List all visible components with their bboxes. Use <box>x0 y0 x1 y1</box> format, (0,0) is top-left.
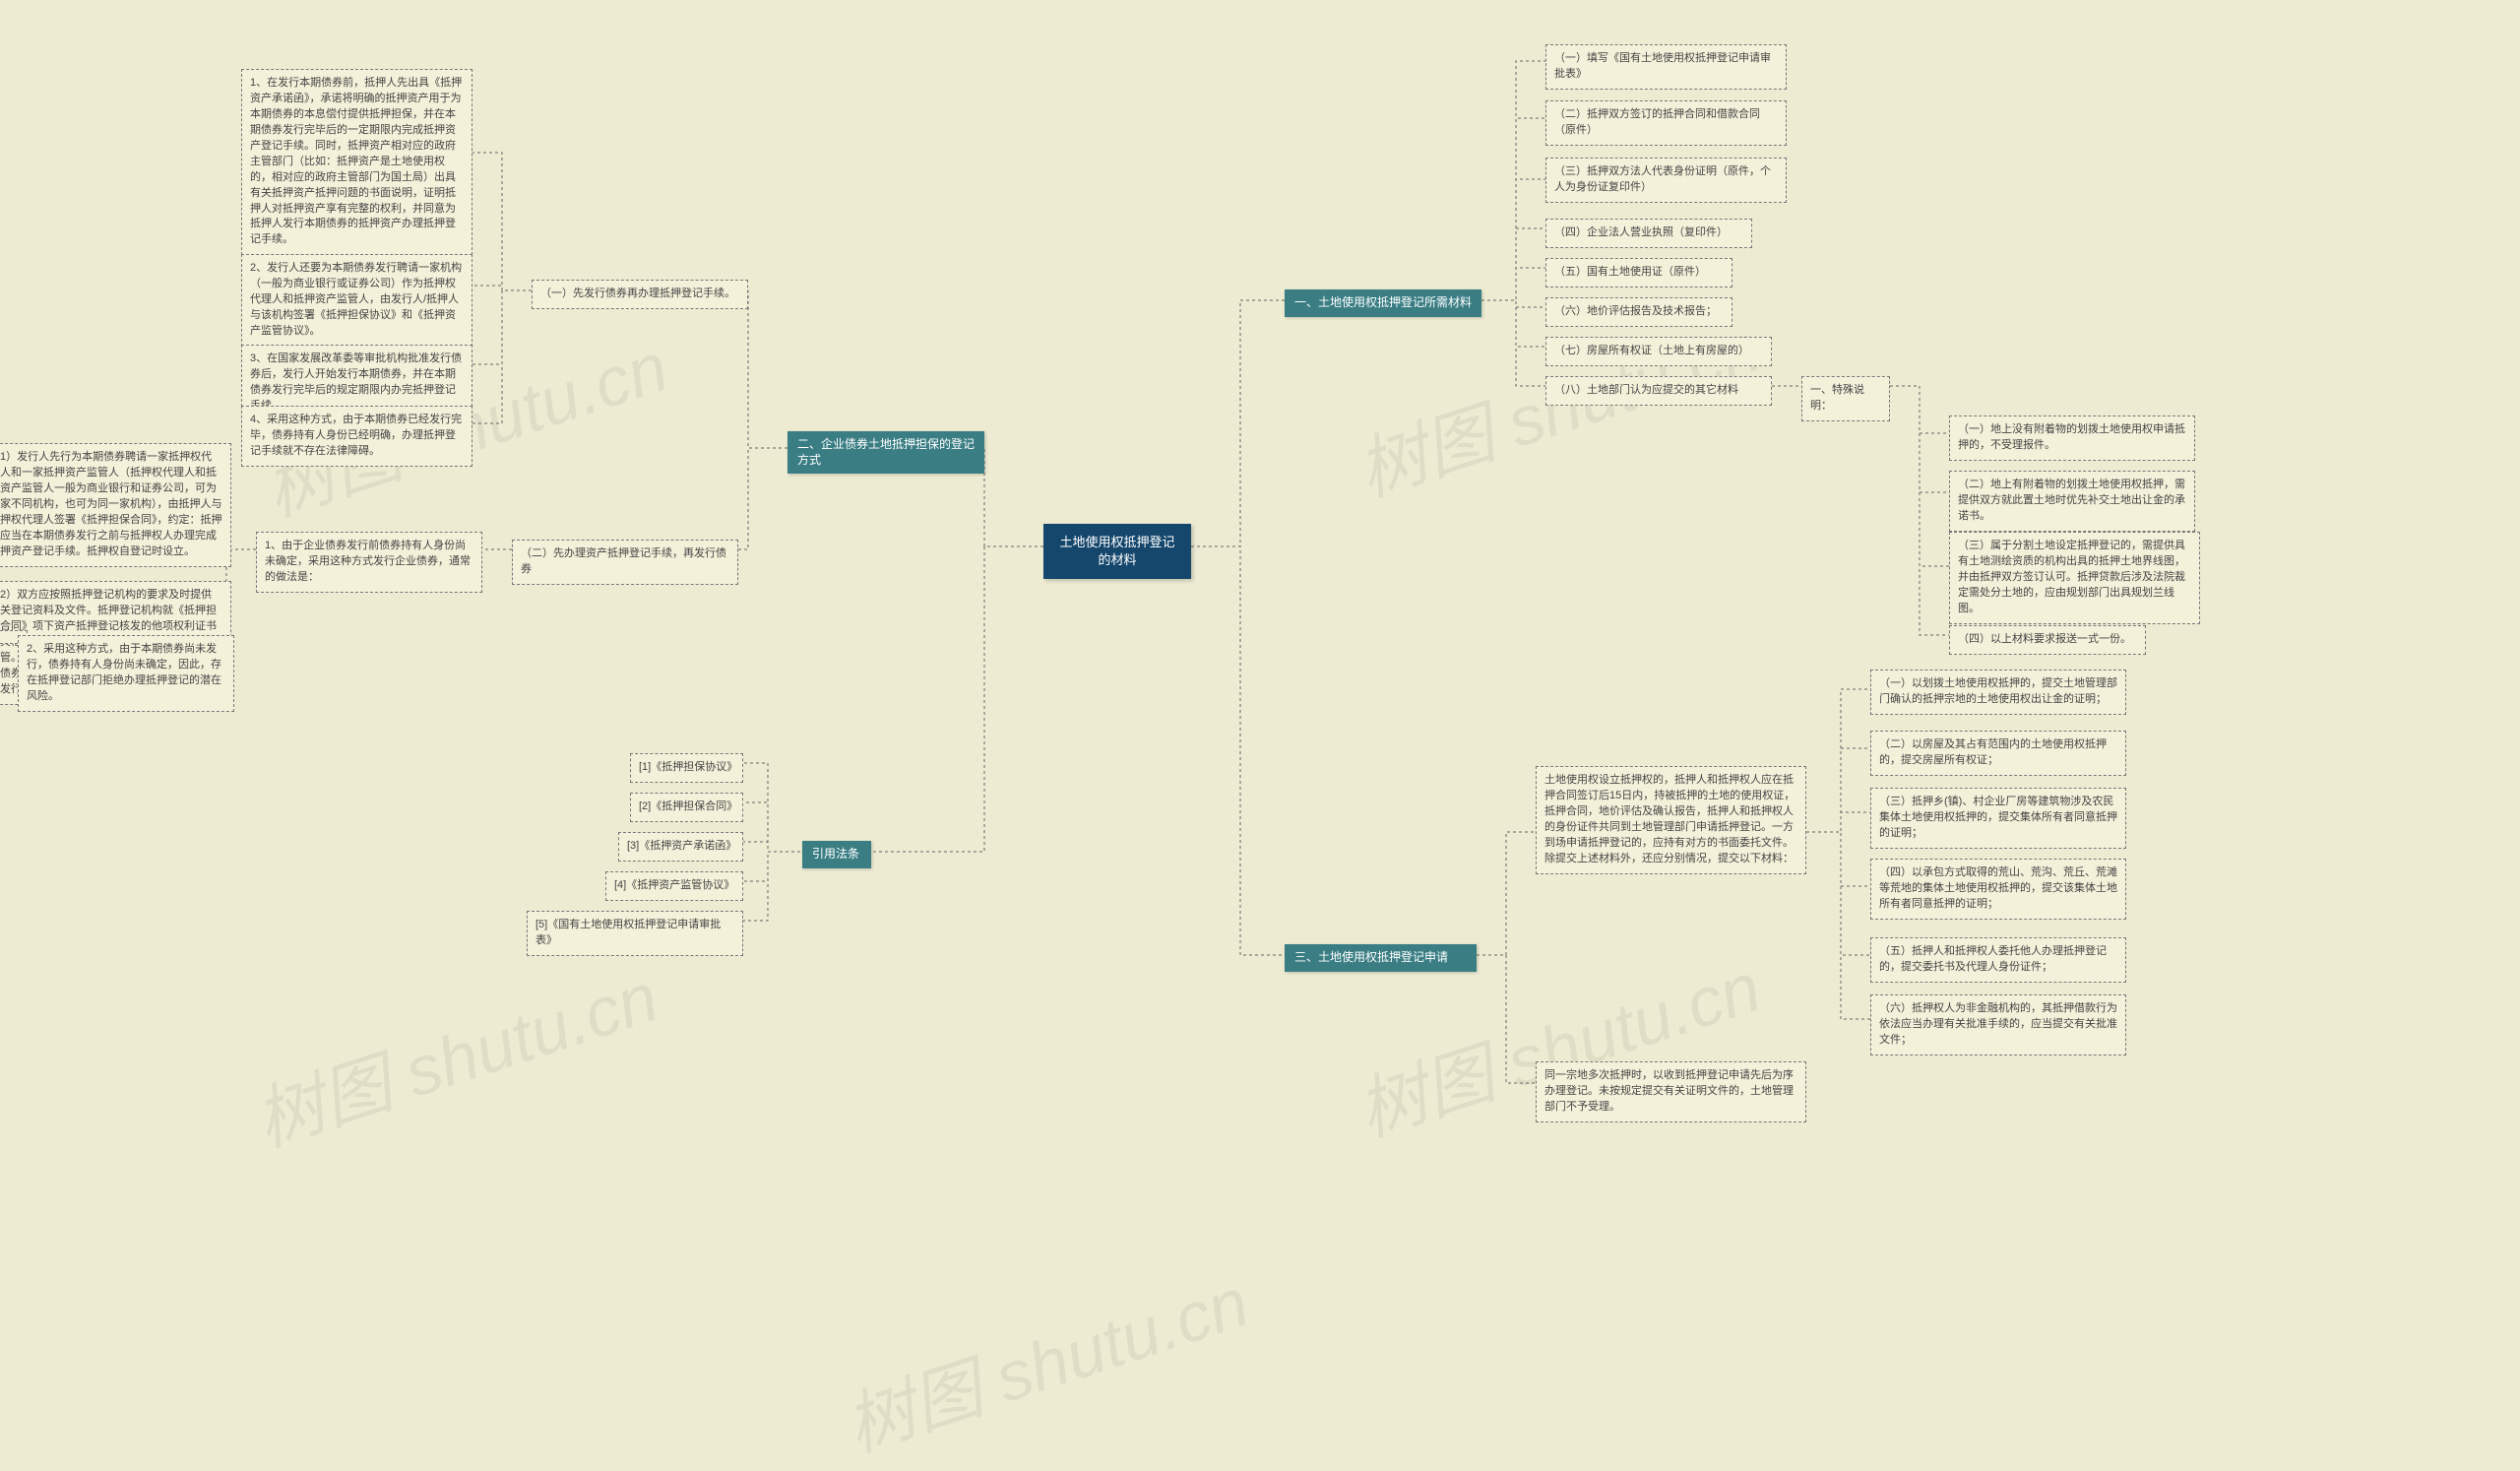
b3-item-2: （二）以房屋及其占有范围内的土地使用权抵押的，提交房屋所有权证； <box>1870 731 2126 776</box>
watermark: 树图 shutu.cn <box>241 942 669 1166</box>
b2-opt1-1: 1、在发行本期债券前，抵押人先出具《抵押资产承诺函》，承诺将明确的抵押资产用于为… <box>241 69 472 255</box>
watermark: 树图 shutu.cn <box>832 1247 1260 1471</box>
b1-item-5: （五）国有土地使用证（原件） <box>1545 258 1732 288</box>
b1-sub8-4: （四）以上材料要求报送一式一份。 <box>1949 625 2146 655</box>
law-1: [1]《抵押担保协议》 <box>630 753 743 783</box>
root-node: 土地使用权抵押登记的材料 <box>1043 524 1191 579</box>
b1-item-8: （八）土地部门认为应提交的其它材料 <box>1545 376 1772 406</box>
law-4: [4]《抵押资产监管协议》 <box>605 871 743 901</box>
b3-item-5: （五）抵押人和抵押权人委托他人办理抵押登记的，提交委托书及代理人身份证件； <box>1870 937 2126 983</box>
b1-item-7: （七）房屋所有权证（土地上有房屋的） <box>1545 337 1772 366</box>
b3-item-1: （一）以划拨土地使用权抵押的，提交土地管理部门确认的抵押宗地的土地使用权出让金的… <box>1870 670 2126 715</box>
b2-opt2-label: （二）先办理资产抵押登记手续，再发行债券 <box>512 540 738 585</box>
b1-item-6: （六）地价评估报告及技术报告； <box>1545 297 1732 327</box>
b1-item-2: （二）抵押双方签订的抵押合同和借款合同（原件） <box>1545 100 1787 146</box>
b2-opt2-intro: 1、由于企业债券发行前债券持有人身份尚未确定，采用这种方式发行企业债券，通常的做… <box>256 532 482 593</box>
b2-opt2-s1: （1）发行人先行为本期债券聘请一家抵押权代理人和一家抵押资产监管人（抵押权代理人… <box>0 443 231 567</box>
branch-2-title: 二、企业债券土地抵押担保的登记方式 <box>788 431 984 474</box>
b3-item-3: （三）抵押乡(镇)、村企业厂房等建筑物涉及农民集体土地使用权抵押的，提交集体所有… <box>1870 788 2126 849</box>
b2-opt1-label: （一）先发行债券再办理抵押登记手续。 <box>532 280 748 309</box>
b3-item-6: （六）抵押权人为非金融机构的，其抵押借款行为依法应当办理有关批准手续的，应当提交… <box>1870 994 2126 1055</box>
b3-intro: 土地使用权设立抵押权的，抵押人和抵押权人应在抵押合同签订后15日内，持被抵押的土… <box>1536 766 1806 874</box>
branch-3-title: 三、土地使用权抵押登记申请 <box>1285 944 1477 972</box>
b2-opt1-4: 4、采用这种方式，由于本期债券已经发行完毕，债券持有人身份已经明确，办理抵押登记… <box>241 406 472 467</box>
b1-item-1: （一）填写《国有土地使用权抵押登记申请审批表》 <box>1545 44 1787 90</box>
b2-opt1-2: 2、发行人还要为本期债券发行聘请一家机构（一般为商业银行或证券公司）作为抵押权代… <box>241 254 472 347</box>
laws-title: 引用法条 <box>802 841 871 868</box>
b1-sub8-3: （三）属于分割土地设定抵押登记的，需提供具有土地测绘资质的机构出具的抵押土地界线… <box>1949 532 2200 624</box>
b1-sub8-intro: 一、特殊说明： <box>1801 376 1890 421</box>
b3-tail: 同一宗地多次抵押时，以收到抵押登记申请先后为序办理登记。未按规定提交有关证明文件… <box>1536 1061 1806 1122</box>
law-2: [2]《抵押担保合同》 <box>630 793 743 822</box>
b1-sub8-2: （二）地上有附着物的划拨土地使用权抵押，需提供双方就此置土地时优先补交土地出让金… <box>1949 471 2195 532</box>
b2-opt2-tail: 2、采用这种方式，由于本期债券尚未发行，债券持有人身份尚未确定，因此，存在抵押登… <box>18 635 234 712</box>
law-3: [3]《抵押资产承诺函》 <box>618 832 743 862</box>
b1-sub8-1: （一）地上没有附着物的划拨土地使用权申请抵押的，不受理报件。 <box>1949 416 2195 461</box>
law-5: [5]《国有土地使用权抵押登记申请审批表》 <box>527 911 743 956</box>
b1-item-4: （四）企业法人营业执照（复印件） <box>1545 219 1752 248</box>
b3-item-4: （四）以承包方式取得的荒山、荒沟、荒丘、荒滩等荒地的集体土地使用权抵押的，提交该… <box>1870 859 2126 920</box>
branch-1-title: 一、土地使用权抵押登记所需材料 <box>1285 289 1481 317</box>
b1-item-3: （三）抵押双方法人代表身份证明（原件，个人为身份证复印件） <box>1545 158 1787 203</box>
